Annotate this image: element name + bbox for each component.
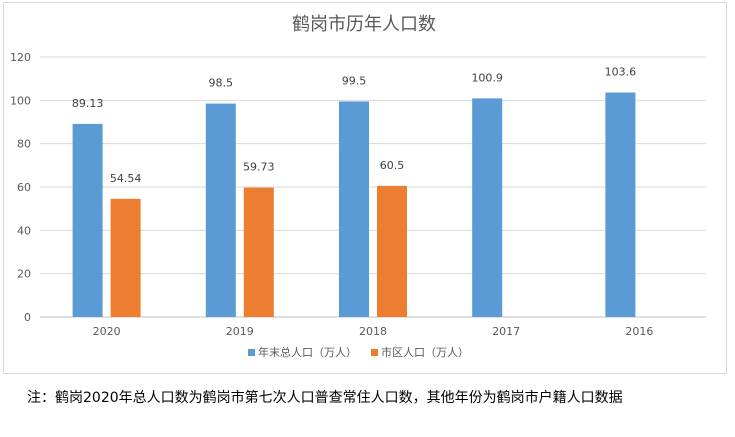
x-tick-label: 2016 [625,325,653,338]
data-label: 59.73 [243,161,275,174]
data-label: 89.13 [72,97,104,110]
bar-total-population [72,123,103,317]
y-tick-label: 20 [17,268,31,281]
chart-footnote: 注：鹤岗2020年总人口数为鹤岗市第七次人口普查常住人口数，其他年份为鹤岗市户籍… [27,390,623,406]
data-label: 98.5 [209,77,234,90]
bar-total-population [339,101,369,318]
x-tick-label: 2020 [93,325,121,338]
bar-total-population [205,103,236,317]
y-tick-label: 0 [24,311,31,324]
legend: 年末总人口（万人） 市区人口（万人） [248,345,469,359]
y-tick-label: 60 [17,181,31,194]
y-tick-label: 40 [17,224,31,237]
data-label: 103.6 [605,66,637,79]
legend-swatch [248,349,255,356]
y-tick-label: 100 [10,94,31,107]
bar-urban-population [110,198,141,317]
legend-label: 年末总人口（万人） [258,345,357,359]
chart-title: 鹤岗市历年人口数 [292,14,436,35]
bar-total-population [472,98,503,317]
y-tick-label: 80 [17,138,31,151]
gridlines [40,56,706,318]
x-axis-tick-labels: 2020 2019 2018 2017 2016 [93,325,654,338]
legend-swatch [371,349,378,356]
data-label: 54.54 [110,172,142,185]
legend-label: 市区人口（万人） [381,345,469,359]
bars [72,92,636,318]
y-axis-tick-labels: 0 20 40 60 80 100 120 [10,51,31,324]
data-label: 60.5 [380,159,405,172]
data-labels: 89.13 54.54 98.5 59.73 99.5 60.5 100.9 103.6 [72,66,636,185]
data-label: 100.9 [471,71,503,84]
bar-urban-population [377,185,407,317]
bar-urban-population [243,187,274,317]
x-tick-label: 2018 [359,325,387,338]
data-label: 99.5 [342,74,367,87]
x-tick-label: 2019 [226,325,254,338]
x-tick-label: 2017 [492,325,520,338]
y-tick-label: 120 [10,51,31,64]
bar-total-population [605,92,636,318]
